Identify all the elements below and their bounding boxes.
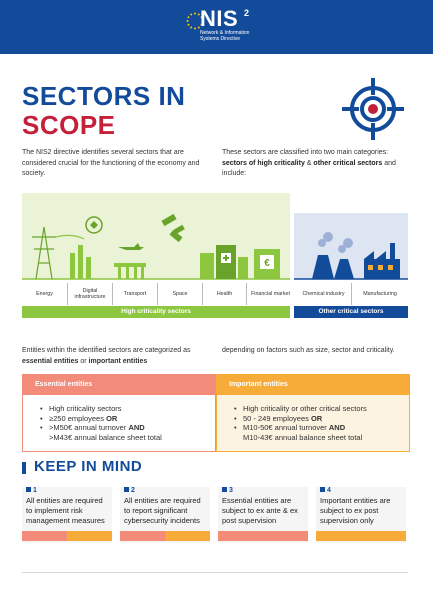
square-bullet-icon: [320, 487, 325, 492]
important-item-3-text: M10-50€ annual turnover: [243, 423, 329, 432]
card-2-number-text: 2: [131, 487, 135, 494]
intro-text-left: The NIS2 directive identifies several se…: [22, 149, 200, 177]
logo-subtitle-line1: Network & Information: [200, 30, 250, 36]
important-item-1: High criticality or other critical secto…: [231, 404, 399, 414]
important-item-3-and: AND: [328, 423, 346, 432]
keep-in-mind-marker: [22, 462, 26, 474]
bank-icon: €: [254, 249, 280, 279]
sector-label-chemical: Chemical industry: [294, 283, 351, 305]
health-building-icon: [200, 245, 248, 279]
other-critical-bar: Other critical sectors: [294, 306, 408, 318]
intro-high-criticality: sectors of high criticality: [222, 159, 305, 167]
essential-item-2: ≥250 employees OR: [37, 414, 205, 424]
intro-right-prefix: These sectors are classified into two ma…: [222, 149, 389, 156]
essential-item-2-text: ≥250 employees: [49, 413, 107, 423]
card-4-number: 4: [320, 487, 331, 494]
sector-labels: Energy Digital infrastructure Transport …: [22, 283, 408, 305]
essential-item-3-line2: >M43€ annual balance sheet total: [49, 432, 162, 442]
keep-in-mind-title: KEEP IN MIND: [34, 458, 143, 475]
card-3-bar-salmon: [218, 531, 308, 541]
essential-item-2-or: OR: [106, 413, 118, 423]
important-item-2-text: 50 - 249 employees: [243, 413, 311, 423]
card-2-text: All entities are required to report sign…: [124, 496, 201, 525]
sector-label-energy: Energy: [36, 290, 53, 297]
essential-item-1: High criticality sectors: [37, 404, 205, 414]
logo-name: NIS: [200, 6, 239, 31]
logo-superscript: 2: [244, 8, 250, 18]
satellite-icon: [161, 213, 185, 243]
categorize-text-left: Entities within the identified sectors a…: [22, 346, 212, 367]
important-item-2-or: OR: [310, 413, 323, 423]
important-entities-title: Important entities: [217, 375, 409, 395]
sector-label-transport: Transport: [112, 283, 157, 305]
page-title-line1: SECTORS IN: [22, 81, 186, 111]
intro-text-right: These sectors are classified into two ma…: [222, 148, 412, 180]
card-1-number: 1: [26, 487, 37, 494]
categorize-important: important entities: [88, 357, 148, 365]
important-item-2: 50 - 249 employees OR: [231, 414, 399, 424]
card-1-bar-salmon: [22, 531, 67, 541]
intro-ampersand: &: [304, 159, 314, 167]
square-bullet-icon: [26, 487, 31, 492]
card-1-number-text: 1: [33, 487, 37, 494]
footer-divider: [22, 572, 408, 573]
categorize-or: or: [78, 357, 89, 365]
categorize-prefix: Entities within the identified sectors a…: [22, 347, 191, 354]
essential-item-3: >M50€ annual turnover AND>M43€ annual ba…: [37, 423, 205, 442]
target-icon: [342, 78, 404, 140]
svg-text:€: €: [264, 258, 270, 269]
card-3-number: 3: [222, 487, 233, 494]
essential-item-3-and: AND: [128, 423, 145, 432]
card-4-bar-orange: [316, 531, 406, 541]
card-2-bar-salmon: [120, 531, 165, 541]
nis2-logo: NIS 2 Network & Information Systems Dire…: [186, 6, 256, 48]
card-1-bar-orange: [67, 531, 112, 541]
sector-label-space: Space: [157, 283, 202, 305]
card-2-bar-orange: [165, 531, 210, 541]
sector-label-manufacturing: Manufacturing: [351, 283, 408, 305]
energy-pylon-icon: [32, 226, 85, 280]
card-3-text: Essential entities are subject to ex ant…: [222, 496, 298, 525]
high-criticality-bar: High criticality sectors: [22, 306, 290, 318]
essential-entities-title: Essential entities: [23, 375, 215, 395]
essential-item-3-text: >M50€ annual turnover: [49, 423, 129, 432]
intro-right-suffix: and include:: [222, 159, 396, 178]
important-entities-box: Important entities High criticality or o…: [216, 374, 410, 452]
square-bullet-icon: [124, 487, 129, 492]
categorize-text-right: depending on factors such as size, secto…: [222, 347, 395, 354]
transport-icon: [114, 243, 146, 279]
essential-entities-box: Essential entities High criticality sect…: [22, 374, 216, 452]
header-bar: NIS 2 Network & Information Systems Dire…: [0, 0, 433, 54]
card-3-number-text: 3: [229, 487, 233, 494]
categorize-essential: essential entities: [22, 357, 79, 365]
card-4-number-text: 4: [327, 487, 331, 494]
logo-subtitle-line2: Systems Directive: [200, 36, 241, 42]
card-4-text: Important entities are subject to ex pos…: [320, 496, 391, 525]
important-item-3-line2: M10-43€ annual balance sheet total: [243, 432, 363, 442]
sector-label-financial: Financial market: [246, 283, 294, 305]
sectors-illustration: €: [22, 213, 408, 280]
sector-label-digital: Digital infrastructure: [67, 283, 112, 305]
intro-other-critical: other critical sectors: [313, 159, 383, 167]
chemical-industry-icon: [312, 232, 354, 279]
page-title-line2: SCOPE: [22, 110, 116, 140]
logo-subtitle: Network & Information Systems Directive: [200, 30, 260, 42]
digital-infrastructure-icon: [70, 216, 103, 279]
factory-icon: [364, 243, 400, 279]
square-bullet-icon: [222, 487, 227, 492]
eu-stars-icon: [186, 12, 204, 30]
sector-label-health: Health: [202, 283, 246, 305]
card-1-text: All entities are required to implement r…: [26, 496, 105, 525]
card-2-number: 2: [124, 487, 135, 494]
